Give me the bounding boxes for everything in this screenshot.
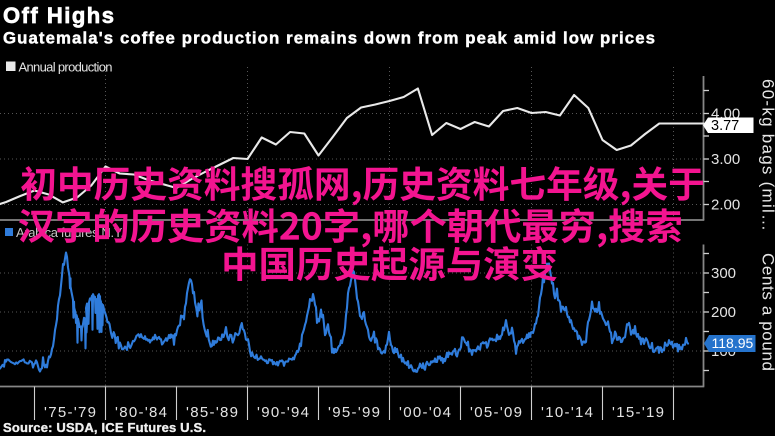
svg-text:60-kg bags (mil…: 60-kg bags (mil… bbox=[759, 79, 775, 231]
svg-text:3.00: 3.00 bbox=[711, 151, 740, 168]
svg-text:'05-'09: '05-'09 bbox=[470, 404, 522, 421]
svg-text:Guatemala's coffee production: Guatemala's coffee production remains do… bbox=[3, 29, 655, 48]
svg-text:118.95: 118.95 bbox=[712, 335, 754, 351]
svg-text:Annual production: Annual production bbox=[19, 60, 113, 75]
svg-text:Cents a pound: Cents a pound bbox=[759, 253, 775, 371]
svg-text:'80-'84: '80-'84 bbox=[115, 404, 167, 421]
svg-text:'95-'99: '95-'99 bbox=[328, 404, 380, 421]
svg-text:300: 300 bbox=[711, 265, 736, 282]
svg-text:'15-'19: '15-'19 bbox=[612, 404, 664, 421]
svg-text:'90-'94: '90-'94 bbox=[257, 404, 309, 421]
svg-text:'10-'14: '10-'14 bbox=[541, 404, 593, 421]
svg-text:2.00: 2.00 bbox=[711, 197, 740, 214]
svg-text:Source: USDA, ICE Futures U.S.: Source: USDA, ICE Futures U.S. bbox=[3, 420, 206, 435]
svg-text:'00-'04: '00-'04 bbox=[399, 404, 451, 421]
svg-text:200: 200 bbox=[711, 304, 736, 321]
svg-text:'85-'89: '85-'89 bbox=[186, 404, 238, 421]
svg-text:3.77: 3.77 bbox=[711, 118, 739, 134]
svg-text:Off Highs: Off Highs bbox=[3, 3, 114, 28]
svg-text:'75-'79: '75-'79 bbox=[44, 404, 96, 421]
